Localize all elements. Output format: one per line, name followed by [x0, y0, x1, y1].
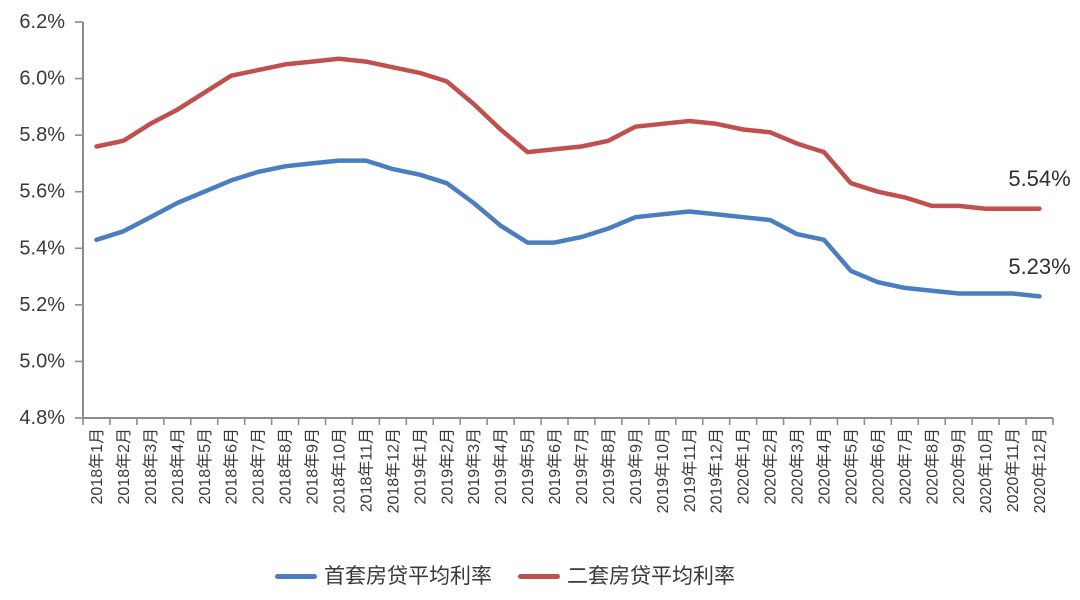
y-axis-label: 5.2% — [19, 294, 65, 316]
y-axis-label: 6.0% — [19, 68, 65, 90]
x-axis-label: 2019年5月 — [519, 428, 537, 505]
series-line-second-home — [94, 56, 1042, 211]
y-axis-label: 5.0% — [19, 350, 65, 372]
x-axis-label: 2020年2月 — [762, 428, 780, 505]
x-axis-label: 2018年3月 — [142, 428, 160, 505]
end-value-label-first-home: 5.23% — [1008, 254, 1070, 279]
x-axis-label: 2019年8月 — [600, 428, 618, 505]
x-axis-label: 2019年11月 — [681, 428, 699, 512]
x-axis-label: 2020年6月 — [869, 428, 887, 505]
y-axis-label: 5.6% — [19, 181, 65, 203]
x-axis-label: 2019年3月 — [465, 428, 483, 505]
x-axis-label: 2018年9月 — [304, 428, 322, 505]
x-axis-label: 2019年2月 — [438, 428, 456, 505]
x-axis-label: 2018年6月 — [223, 428, 241, 505]
x-axis-label: 2020年9月 — [950, 428, 968, 505]
x-axis-label: 2020年12月 — [1031, 428, 1049, 513]
x-axis-label: 2018年12月 — [384, 428, 402, 513]
x-axis-label: 2018年7月 — [250, 428, 268, 505]
legend-label-second-home: 二套房贷平均利率 — [567, 564, 735, 588]
x-axis-label: 2018年2月 — [115, 428, 133, 505]
x-axis-label: 2019年12月 — [708, 428, 726, 513]
x-axis-label: 2018年8月 — [277, 428, 295, 505]
x-axis-label: 2019年9月 — [627, 428, 645, 505]
x-axis-label: 2018年1月 — [88, 428, 106, 505]
x-axis-label: 2020年3月 — [789, 428, 807, 505]
x-axis-label: 2018年5月 — [196, 428, 214, 505]
y-axis-label: 5.8% — [19, 124, 65, 146]
y-axis-label: 6.2% — [19, 11, 65, 33]
x-axis-label: 2019年7月 — [573, 428, 591, 505]
x-axis-label: 2020年8月 — [923, 428, 941, 505]
x-axis-label: 2018年10月 — [330, 428, 348, 513]
x-axis-label: 2019年10月 — [654, 428, 672, 513]
x-axis-label: 2018年11月 — [357, 428, 375, 512]
x-axis-label: 2020年5月 — [842, 428, 860, 505]
series-line-first-home — [94, 158, 1042, 299]
x-axis-label: 2020年1月 — [735, 428, 753, 505]
x-axis-label: 2020年7月 — [896, 428, 914, 505]
x-axis-label: 2020年11月 — [1004, 428, 1022, 512]
x-axis-label: 2020年4月 — [815, 428, 833, 505]
end-value-label-second-home: 5.54% — [1008, 166, 1070, 191]
legend-item-first-home: 首套房贷平均利率 — [275, 566, 492, 587]
x-axis-label: 2019年4月 — [492, 428, 510, 505]
legend-label-first-home: 首套房贷平均利率 — [324, 564, 492, 588]
y-axis-label: 4.8% — [19, 407, 65, 429]
axis-lines — [82, 22, 1053, 419]
legend-swatch-first-home-icon — [275, 573, 317, 579]
x-axis-label: 2020年10月 — [977, 428, 995, 513]
x-axis-label: 2018年4月 — [169, 428, 187, 505]
x-axis-label: 2019年1月 — [411, 428, 429, 505]
y-axis-label: 5.4% — [19, 237, 65, 259]
legend: 首套房贷平均利率 二套房贷平均利率 — [0, 560, 1010, 592]
x-axis-label: 2019年6月 — [546, 428, 564, 505]
legend-item-second-home: 二套房贷平均利率 — [518, 566, 735, 587]
legend-swatch-second-home-icon — [518, 573, 560, 579]
